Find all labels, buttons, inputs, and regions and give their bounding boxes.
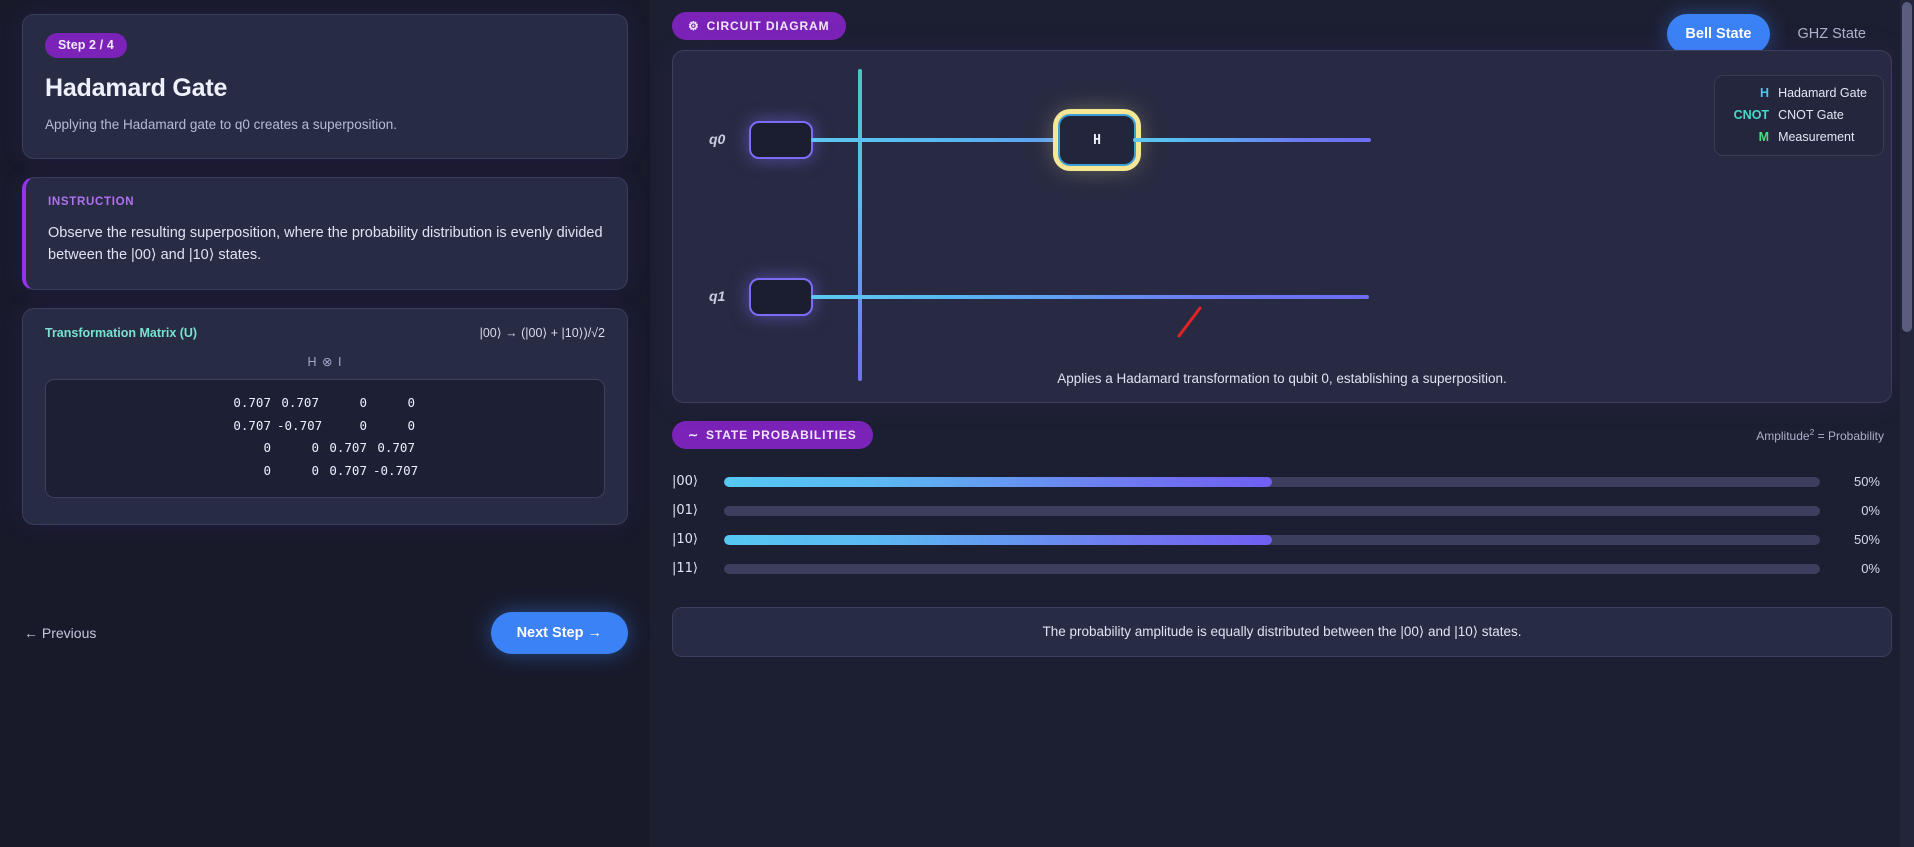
qubit-wire-q0-right bbox=[1133, 138, 1369, 142]
matrix-cell-3-3: -0.707 bbox=[373, 463, 419, 479]
legend-label-hadamard: Hadamard Gate bbox=[1778, 86, 1867, 100]
qubit-label-q1: q1 bbox=[709, 288, 726, 304]
matrix-cell-0-3: 0 bbox=[407, 394, 415, 410]
legend-symbol-cnot: CNOT bbox=[1733, 108, 1770, 122]
prob-state-label: |11⟩ bbox=[672, 561, 698, 576]
prob-state-label: |10⟩ bbox=[672, 532, 698, 547]
state-probability-bars: |00⟩ 50% |01⟩ 0% |10⟩ 50% |11⟩ 0% bbox=[672, 467, 1892, 583]
matrix-cell-2-1: 0 bbox=[311, 440, 319, 456]
state-probabilities-header: ∼ STATE PROBABILITIES bbox=[672, 421, 873, 449]
prob-bar-track bbox=[724, 534, 1820, 545]
instruction-label: INSTRUCTION bbox=[48, 196, 135, 208]
matrix-cell-2-3: 0.707 bbox=[377, 440, 415, 456]
main-content: ⚙ CIRCUIT DIAGRAM Bell State GHZ State H… bbox=[650, 0, 1914, 847]
matrix-grid: 0.707 0.707 0 0 0.707 -0.707 0 0 0 0 0.707 0.707 0 0 0… bbox=[46, 394, 604, 481]
legend-label-measurement: Measurement bbox=[1778, 130, 1855, 144]
annotation-red-slash-icon bbox=[1176, 305, 1203, 339]
step-navigation: ← Previous Next Step → bbox=[22, 612, 628, 654]
matrix-cell-0-2: 0 bbox=[359, 394, 367, 410]
page-title: Hadamard Gate bbox=[45, 74, 228, 102]
circuit-barrier-line bbox=[858, 69, 862, 381]
vertical-scrollbar-thumb[interactable] bbox=[1902, 2, 1912, 332]
prob-row-01: |01⟩ 0% bbox=[672, 496, 1892, 525]
prob-row-00: |00⟩ 50% bbox=[672, 467, 1892, 496]
prob-bar-track bbox=[724, 563, 1820, 574]
qubit-wire-q1 bbox=[811, 295, 1369, 299]
matrix-cell-1-3: 0 bbox=[407, 417, 415, 433]
gear-icon: ⚙ bbox=[688, 19, 700, 33]
prob-value-label: 0% bbox=[1861, 503, 1880, 518]
amplitude-note-prefix: Amplitude bbox=[1756, 429, 1810, 443]
matrix-header: Transformation Matrix (U) |00⟩ → (|00⟩ +… bbox=[45, 325, 605, 340]
legend-item-hadamard: H Hadamard Gate bbox=[1731, 86, 1867, 100]
matrix-cell-1-0: 0.707 bbox=[233, 417, 271, 433]
transformation-matrix-card: Transformation Matrix (U) |00⟩ → (|00⟩ +… bbox=[22, 307, 628, 525]
tab-ghz-state[interactable]: GHZ State bbox=[1780, 14, 1885, 54]
amplitude-note-suffix: = Probability bbox=[1814, 429, 1884, 443]
previous-step-button[interactable]: ← Previous bbox=[22, 619, 98, 647]
qubit-label-q0: q0 bbox=[709, 131, 726, 147]
next-step-button[interactable]: Next Step → bbox=[490, 612, 628, 654]
wave-icon: ∼ bbox=[688, 428, 699, 442]
instruction-text: Observe the resulting superposition, whe… bbox=[48, 225, 603, 264]
matrix-transform-expression: |00⟩ → (|00⟩ + |10⟩)/√2 bbox=[479, 325, 605, 340]
matrix-value-box: 0.707 0.707 0 0 0.707 -0.707 0 0 0 0 0.707 0.707 0 0 0… bbox=[45, 378, 605, 498]
state-preset-tabs: Bell State GHZ State bbox=[1667, 14, 1884, 54]
matrix-tensor-label: H ⊗ I bbox=[307, 354, 343, 369]
matrix-cell-2-2: 0.707 bbox=[329, 440, 367, 456]
prob-bar-track bbox=[724, 476, 1820, 487]
step-description: Applying the Hadamard gate to q0 creates… bbox=[45, 117, 397, 132]
circuit-stage: q0 H q1 Applies a Hadamard transformatio… bbox=[673, 51, 1891, 402]
prob-row-10: |10⟩ 50% bbox=[672, 525, 1892, 554]
matrix-cell-0-0: 0.707 bbox=[233, 394, 271, 410]
matrix-cell-3-2: 0.707 bbox=[329, 463, 367, 479]
circuit-caption: Applies a Hadamard transformation to qub… bbox=[1057, 371, 1507, 386]
prob-bar-track bbox=[724, 505, 1820, 516]
prob-state-label: |01⟩ bbox=[672, 503, 698, 518]
legend-item-measurement: M Measurement bbox=[1731, 130, 1867, 144]
matrix-cell-3-1: 0 bbox=[311, 463, 319, 479]
prob-value-label: 0% bbox=[1861, 561, 1880, 576]
amplitude-note-exponent: 2 bbox=[1809, 427, 1815, 437]
legend-item-cnot: CNOT CNOT Gate bbox=[1731, 108, 1867, 122]
matrix-cell-0-1: 0.707 bbox=[281, 394, 319, 410]
circuit-diagram-header: ⚙ CIRCUIT DIAGRAM bbox=[672, 12, 846, 40]
gate-h-label: H bbox=[1093, 132, 1101, 148]
prob-state-label: |00⟩ bbox=[672, 474, 698, 489]
tab-bell-state[interactable]: Bell State bbox=[1667, 14, 1770, 54]
matrix-cell-1-1: -0.707 bbox=[277, 417, 323, 433]
prob-value-label: 50% bbox=[1853, 532, 1880, 547]
prob-row-11: |11⟩ 0% bbox=[672, 554, 1892, 583]
gate-h-q0[interactable]: H bbox=[1058, 114, 1136, 166]
explanation-bar: The probability amplitude is equally dis… bbox=[672, 607, 1892, 657]
matrix-cell-2-0: 0 bbox=[263, 440, 271, 456]
state-probabilities-header-row: ∼ STATE PROBABILITIES Amplitude2 = Proba… bbox=[672, 421, 1892, 449]
prob-bar-fill bbox=[724, 476, 1272, 487]
matrix-cell-1-2: 0 bbox=[359, 417, 367, 433]
instruction-card: INSTRUCTION Observe the resulting superp… bbox=[22, 177, 628, 290]
prob-bar-fill bbox=[724, 534, 1272, 545]
qubit-input-box-q0[interactable] bbox=[749, 121, 813, 159]
legend-label-cnot: CNOT Gate bbox=[1778, 108, 1844, 122]
gate-legend: H Hadamard Gate CNOT CNOT Gate M Measure… bbox=[1714, 75, 1884, 156]
qubit-input-box-q1[interactable] bbox=[749, 278, 813, 316]
matrix-cell-3-0: 0 bbox=[263, 463, 271, 479]
legend-symbol-m: M bbox=[1758, 130, 1770, 144]
lesson-sidebar: Step 2 / 4 Hadamard Gate Applying the Ha… bbox=[0, 0, 650, 847]
matrix-title: Transformation Matrix (U) bbox=[45, 325, 198, 340]
legend-symbol-h: H bbox=[1760, 86, 1770, 100]
circuit-diagram-panel: q0 H q1 Applies a Hadamard transformatio… bbox=[672, 50, 1892, 403]
step-badge: Step 2 / 4 bbox=[45, 33, 127, 58]
state-probabilities-header-label: STATE PROBABILITIES bbox=[705, 428, 857, 442]
prob-value-label: 50% bbox=[1853, 474, 1880, 489]
circuit-diagram-header-label: CIRCUIT DIAGRAM bbox=[706, 19, 830, 33]
step-card: Step 2 / 4 Hadamard Gate Applying the Ha… bbox=[22, 14, 628, 159]
amplitude-note: Amplitude2 = Probability bbox=[1756, 427, 1892, 443]
